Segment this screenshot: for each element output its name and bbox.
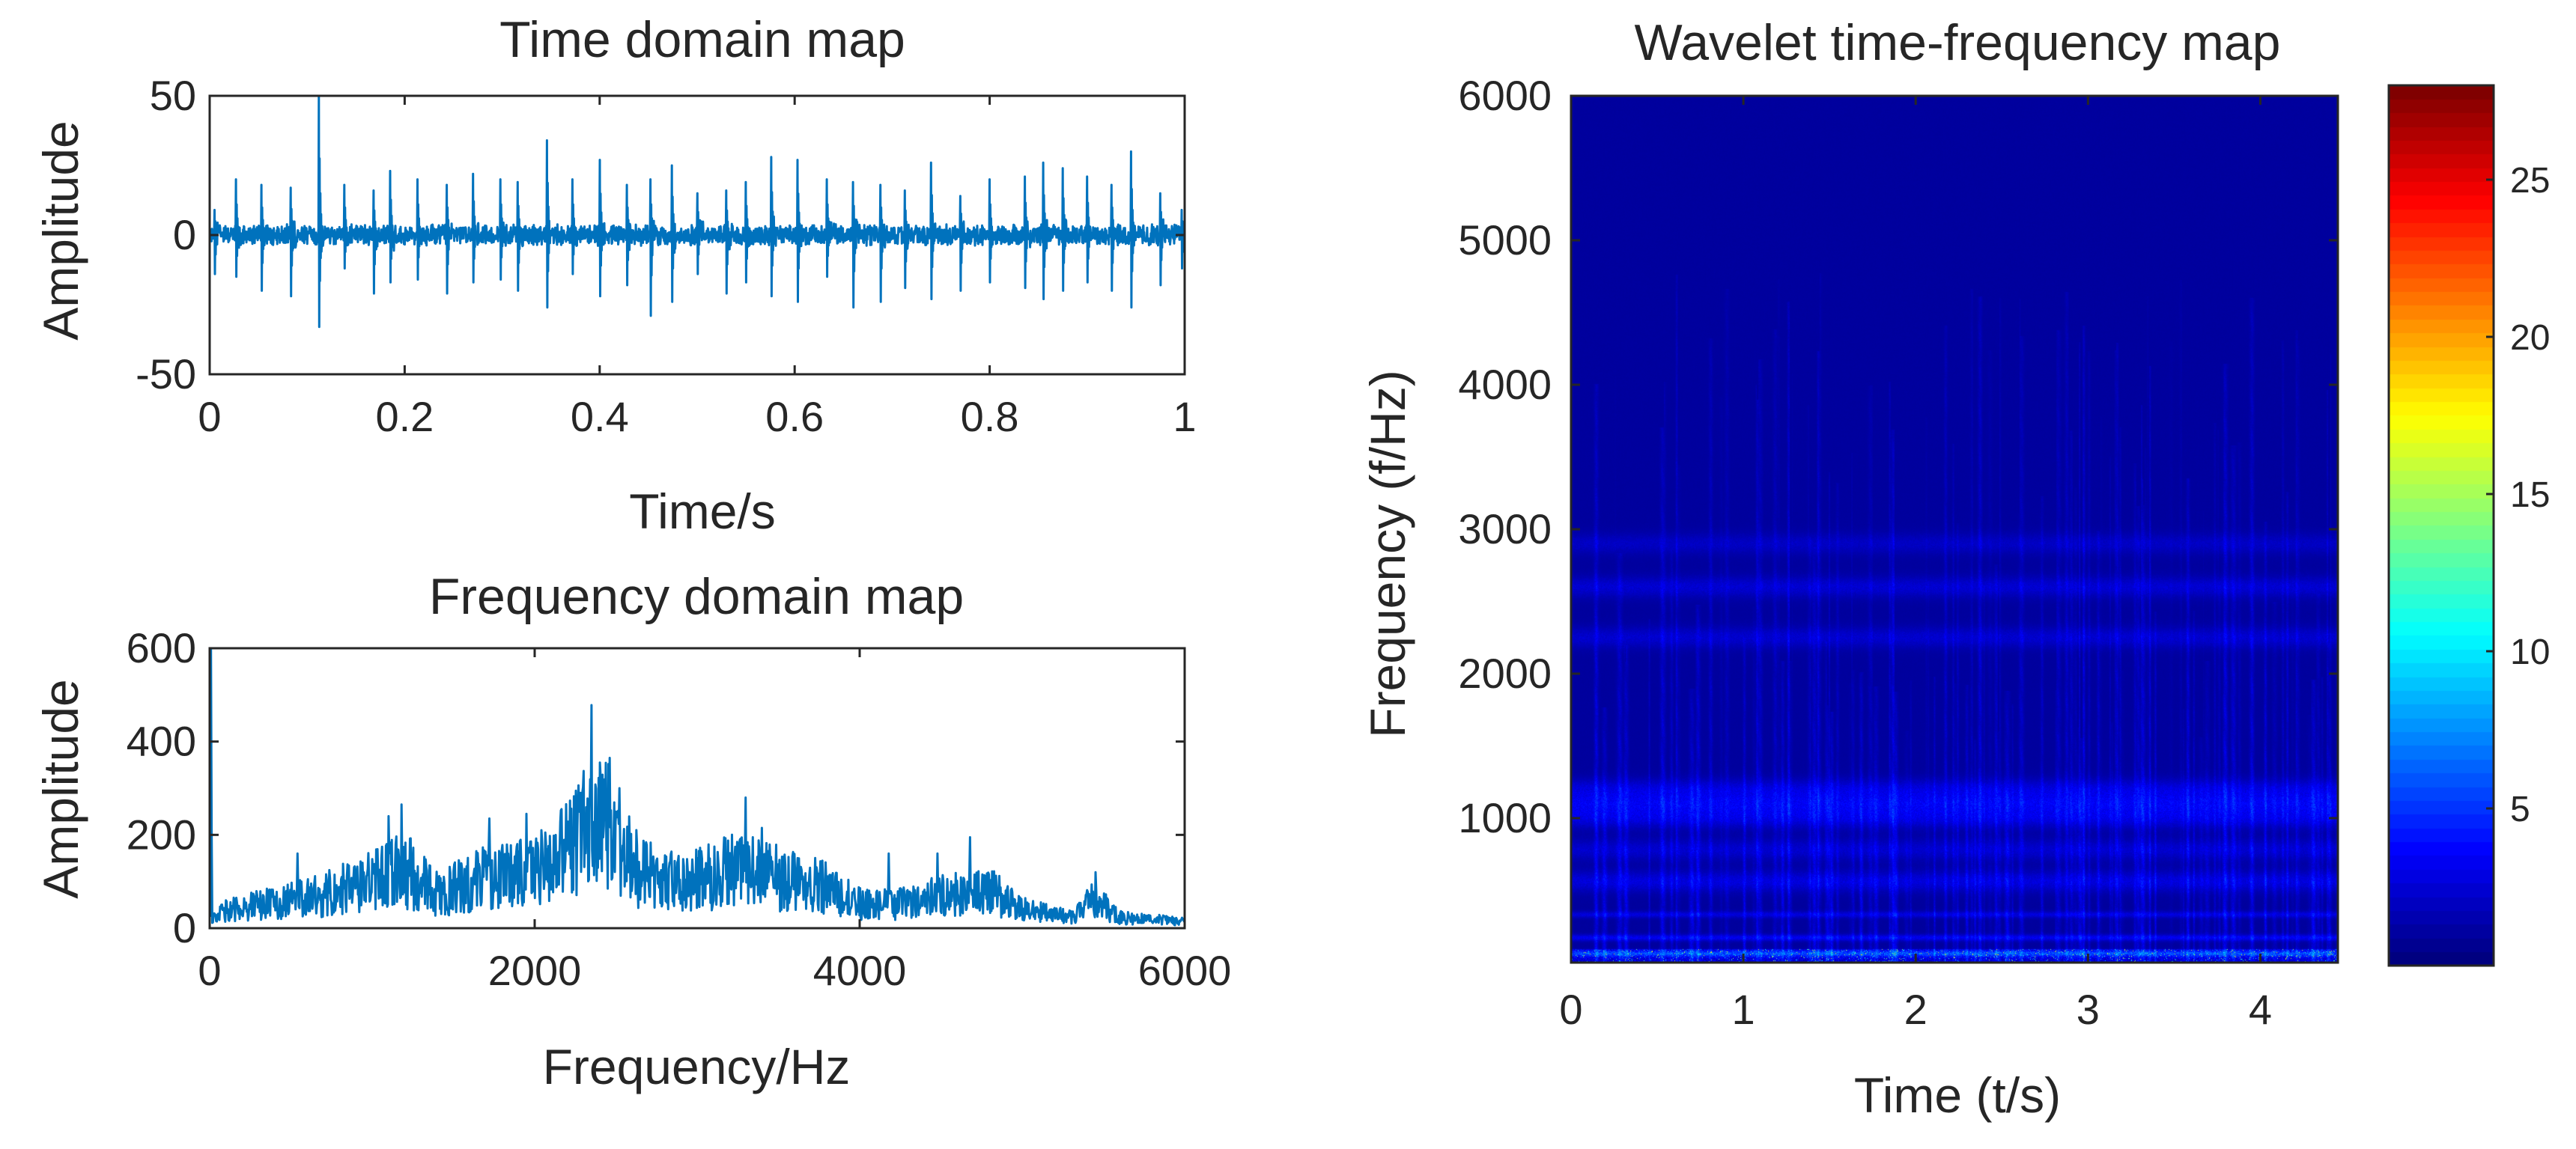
wavelet-xtick-label: 1	[1732, 986, 1755, 1033]
wavelet-title: Wavelet time-frequency map	[1635, 14, 2281, 71]
wavelet-ticks: 0 1 2 3 4 1000 2000 3000 4000 5000 6000	[1458, 72, 2338, 1033]
time-domain-ylabel: Amplitude	[33, 121, 88, 341]
wavelet-ylabel: Frequency (f/Hz)	[1360, 370, 1415, 737]
time-domain-xtick-label: 0.6	[765, 393, 824, 440]
time-domain-signal-line	[208, 94, 1186, 329]
frequency-domain-ytick-label: 0	[173, 904, 196, 951]
frequency-domain-ticks: 0 2000 4000 6000 0 200 400 600	[127, 624, 1232, 994]
wavelet-xtick-label: 2	[1904, 986, 1928, 1033]
frequency-domain-xtick-label: 0	[198, 947, 221, 994]
colorbar-tick-label: 20	[2510, 318, 2550, 358]
colorbar: 5 10 15 20 25	[2387, 84, 2550, 967]
time-domain-xtick-label: 0	[198, 393, 221, 440]
colorbar-tick-label: 5	[2510, 790, 2530, 829]
colorbar-ticks: 5 10 15 20 25	[2486, 161, 2550, 829]
frequency-domain-axes-frame	[208, 647, 1186, 930]
time-domain-xtick-label: 1	[1173, 393, 1196, 440]
time-domain-ytick-label: 50	[150, 72, 196, 119]
wavelet-ytick-label: 5000	[1458, 216, 1552, 263]
colorbar-gradient	[2389, 85, 2494, 966]
frequency-domain-ytick-label: 400	[127, 718, 196, 765]
colorbar-tick-label: 15	[2510, 475, 2550, 515]
colorbar-tick-label: 25	[2510, 161, 2550, 201]
wavelet-heatmap	[1571, 96, 2338, 963]
time-domain-xtick-label: 0.2	[375, 393, 434, 440]
time-domain-ytick-label: 0	[173, 211, 196, 258]
wavelet-chart: Wavelet time-frequency map Frequency (f/…	[1360, 14, 2339, 1123]
frequency-domain-chart: Frequency domain map Amplitude Frequency…	[33, 568, 1231, 1094]
wavelet-xlabel: Time (t/s)	[1854, 1067, 2061, 1123]
wavelet-ytick-label: 4000	[1458, 361, 1552, 408]
time-domain-xtick-label: 0.4	[571, 393, 629, 440]
time-domain-chart: Time domain map Amplitude Time/s 0 0.2 0.4…	[33, 11, 1197, 539]
time-domain-axes-frame	[208, 94, 1186, 376]
time-domain-ytick-label: -50	[136, 350, 196, 397]
wavelet-xtick-label: 3	[2077, 986, 2100, 1033]
frequency-domain-spectrum-line	[208, 647, 1185, 927]
wavelet-ytick-label: 6000	[1458, 72, 1552, 119]
wavelet-xtick-label: 0	[1559, 986, 1582, 1033]
wavelet-ytick-label: 2000	[1458, 650, 1552, 697]
colorbar-frame	[2387, 84, 2495, 967]
frequency-domain-xlabel: Frequency/Hz	[543, 1039, 851, 1094]
wavelet-axes-frame	[1570, 94, 2339, 964]
frequency-domain-ylabel: Amplitude	[33, 679, 88, 899]
time-domain-xlabel: Time/s	[629, 484, 776, 539]
wavelet-ytick-label: 3000	[1458, 505, 1552, 552]
wavelet-xtick-label: 4	[2249, 986, 2272, 1033]
wavelet-ytick-label: 1000	[1458, 794, 1552, 841]
frequency-domain-xtick-label: 6000	[1138, 947, 1232, 994]
frequency-domain-xtick-label: 2000	[488, 947, 582, 994]
frequency-domain-ytick-label: 600	[127, 624, 196, 671]
time-domain-xtick-label: 0.8	[961, 393, 1019, 440]
frequency-domain-ytick-label: 200	[127, 811, 196, 858]
frequency-domain-xtick-label: 4000	[813, 947, 907, 994]
colorbar-tick-label: 10	[2510, 633, 2550, 672]
frequency-domain-title: Frequency domain map	[429, 568, 964, 625]
time-domain-title: Time domain map	[499, 11, 905, 68]
